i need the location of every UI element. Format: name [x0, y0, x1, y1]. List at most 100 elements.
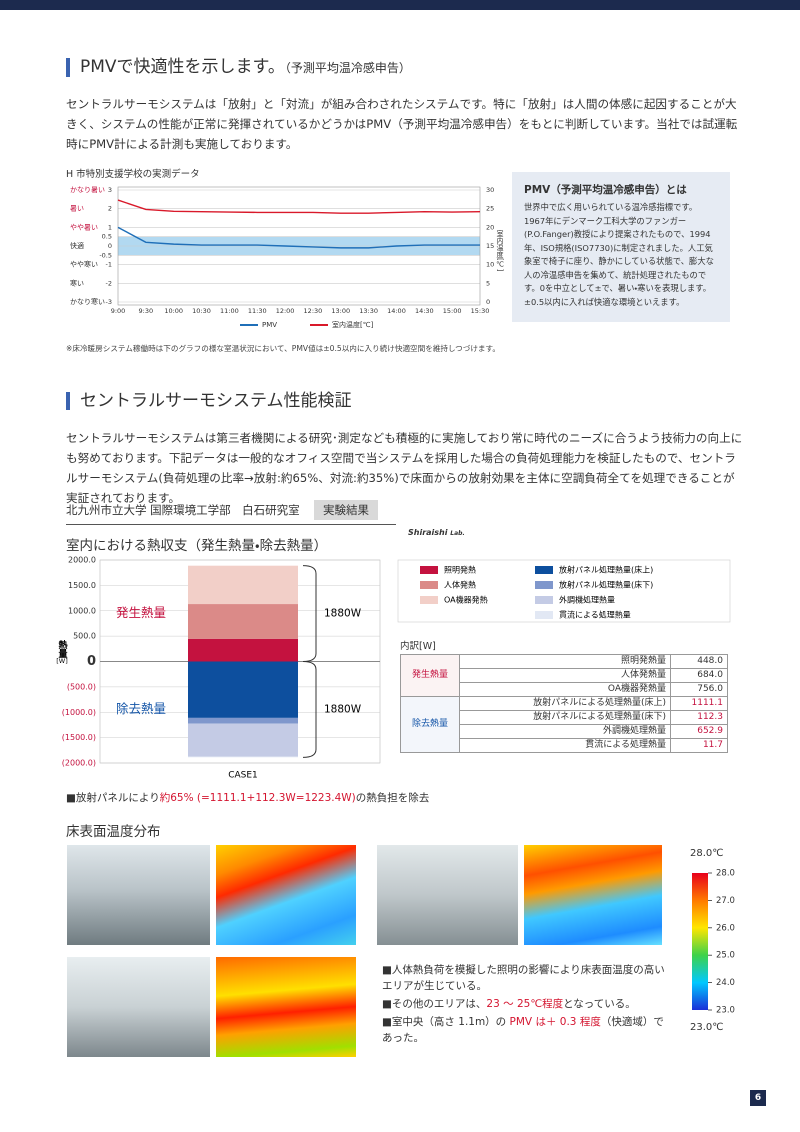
- legend-swatch: [420, 596, 438, 604]
- legend-label: 貫流による処理熱量: [559, 610, 631, 620]
- paragraph: セントラルサーモシステムは「放射」と「対流」が組み合わされたシステムです。特に「…: [66, 97, 738, 151]
- bar-segment: [188, 661, 298, 718]
- heading-text: PMVで快適性を示します。: [80, 57, 285, 77]
- thermal-image: [216, 957, 356, 1057]
- x-tick-label: 11:00: [220, 307, 239, 315]
- sensation-label: 寒い: [70, 278, 84, 287]
- table-wrap: 発生熱量 照明発熱量 448.0 人体発熱量 684.0 OA機器発熱量 756.0 除去熱量…: [400, 654, 728, 753]
- legend-swatch: [420, 581, 438, 589]
- summary: ■放射パネルにより約65% (=1111.1+112.3W=1223.4W)の熱…: [66, 790, 429, 805]
- text-part: となっている。: [563, 998, 636, 1010]
- bullet: ■人体熱負荷を模擬した照明の影響により床表面温度の高いエリアが生じている。: [382, 962, 672, 994]
- bracket: [302, 661, 317, 758]
- group-cell: 発生熱量: [400, 654, 460, 697]
- y-tick-label: -3: [106, 298, 112, 306]
- logo: Shiraishi Lab.: [408, 528, 465, 537]
- paragraph: セントラルサーモシステムは第三者機関による研究･測定なども積極的に実施しており常…: [66, 431, 743, 505]
- logo-sub: Lab.: [450, 530, 465, 537]
- text-part: ■放射パネルにより: [66, 792, 160, 804]
- negative-label: 除去熱量: [116, 701, 166, 716]
- y2-tick-label: 5: [486, 279, 490, 287]
- thermal-image: [216, 845, 356, 945]
- sensation-label: 暑い: [70, 205, 84, 213]
- text-part: ■その他のエリアは、: [382, 998, 487, 1010]
- rule: [66, 524, 396, 525]
- bullet: ■その他のエリアは、23 ～ 25℃程度となっている。: [382, 996, 672, 1012]
- bar-segment: [188, 717, 298, 724]
- bar-segment: [188, 565, 298, 605]
- scale-tick-label: 26.0: [716, 923, 735, 933]
- legend-label: 照明発熱: [444, 565, 476, 575]
- y-tick-label: 1000.0: [68, 606, 96, 615]
- x-tick-label: 14:00: [387, 307, 406, 315]
- photo: [67, 845, 210, 945]
- y2-tick-label: 15: [486, 242, 494, 250]
- y2-tick-label: 10: [486, 261, 494, 269]
- legend-swatch: [535, 596, 553, 604]
- x-tick-label: 13:00: [331, 307, 350, 315]
- label-cell: 貫流による処理熱量: [459, 738, 671, 753]
- bullet: ■室中央（高さ 1.1m）の PMV は＋ 0.3 程度（快適域）であった。: [382, 1014, 672, 1046]
- y-tick-label: 1500.0: [68, 581, 96, 590]
- table-row: OA機器発熱量 756.0: [401, 682, 728, 697]
- y-tick-label: -2: [106, 279, 112, 287]
- thermal-image: [524, 845, 662, 945]
- table-row: 放射パネルによる処理熱量(床下) 112.3: [401, 710, 728, 725]
- x-tick-label: 10:00: [164, 307, 183, 315]
- heading: 床表面温度分布: [66, 824, 161, 840]
- breakdown-table: 発生熱量 照明発熱量 448.0 人体発熱量 684.0 OA機器発熱量 756.0 除去熱量…: [400, 654, 728, 753]
- bar-segment: [188, 604, 298, 639]
- y-axis-label: 熱量: [57, 639, 68, 659]
- legend-label: 人体発熱: [444, 580, 476, 590]
- y-tick-label: -0.5: [99, 251, 112, 259]
- table-row: 貫流による処理熱量 11.7: [401, 738, 728, 753]
- x-tick-label: 9:30: [139, 307, 154, 315]
- bar-segment: [188, 723, 298, 757]
- lab-name: 北九州市立大学 国際環境工学部 白石研究室: [66, 503, 300, 517]
- photo: [67, 957, 210, 1057]
- x-tick-label: 11:30: [248, 307, 267, 315]
- legend-label: OA機器発熱: [444, 595, 488, 605]
- y2-tick-label: 25: [486, 205, 494, 213]
- badge: 実験結果: [314, 500, 378, 520]
- y-tick-label: 3: [108, 186, 112, 194]
- y-tick-label: 2000.0: [68, 556, 96, 565]
- scale-tick-label: 25.0: [716, 951, 735, 961]
- y2-tick-label: 20: [486, 223, 494, 231]
- text-part: の熱負担を除去: [355, 792, 430, 804]
- table-row: 人体発熱量 684.0: [401, 668, 728, 683]
- bullets: ■人体熱負荷を模擬した照明の影響により床表面温度の高いエリアが生じている。 ■その…: [382, 962, 672, 1048]
- positive-label: 発生熱量: [116, 605, 166, 620]
- sensation-label: やや寒い: [70, 260, 98, 269]
- y-tick-label: (1000.0): [62, 708, 96, 717]
- legend-swatch: [535, 611, 553, 619]
- y-tick-label: 1: [108, 223, 112, 231]
- sensation-label: やや暑い: [70, 223, 98, 231]
- y-tick-label: 500.0: [73, 632, 96, 641]
- y-tick-label: -1: [106, 261, 112, 269]
- scale-tick-label: 28.0: [716, 869, 735, 879]
- photo: [377, 845, 518, 945]
- chart-title: 室内における熱収支（発生熱量・除去熱量）: [66, 538, 328, 554]
- y2-tick-label: 0: [486, 298, 490, 306]
- chart-title: H 市特別支援学校の実測データ: [66, 169, 200, 180]
- text-part: （快適域）であった。: [382, 1016, 664, 1044]
- heading: セントラルサーモシステム性能検証: [66, 392, 352, 410]
- series-line: [117, 226, 480, 249]
- text-part: 約65% (=1111.1+112.3W=1223.4W): [159, 792, 356, 804]
- scale-top-label: 28.0℃: [690, 848, 724, 859]
- legend-swatch: [420, 566, 438, 574]
- y2-tick-label: 30: [486, 186, 494, 194]
- x-tick-label: 15:00: [443, 307, 462, 315]
- legend-swatch: [535, 581, 553, 589]
- sidebar-title: PMV（予測平均温冷感申告）とは: [524, 184, 687, 196]
- scale-tick-label: 23.0: [716, 1006, 735, 1016]
- sidebar-body: 世界中で広く用いられている温冷感指標です。1967年にデンマーク工科大学のファン…: [524, 202, 714, 307]
- sidebar: PMV（予測平均温冷感申告）とは 世界中で広く用いられている温冷感指標です。19…: [512, 172, 730, 322]
- x-tick-label: 9:00: [111, 307, 126, 315]
- legend-label: 外調機処理熱量: [559, 595, 615, 605]
- scale-bottom-label: 23.0℃: [690, 1022, 724, 1033]
- sensation-label: かなり寒い: [70, 297, 105, 306]
- heading-note: （予測平均温冷感申告）: [284, 61, 411, 75]
